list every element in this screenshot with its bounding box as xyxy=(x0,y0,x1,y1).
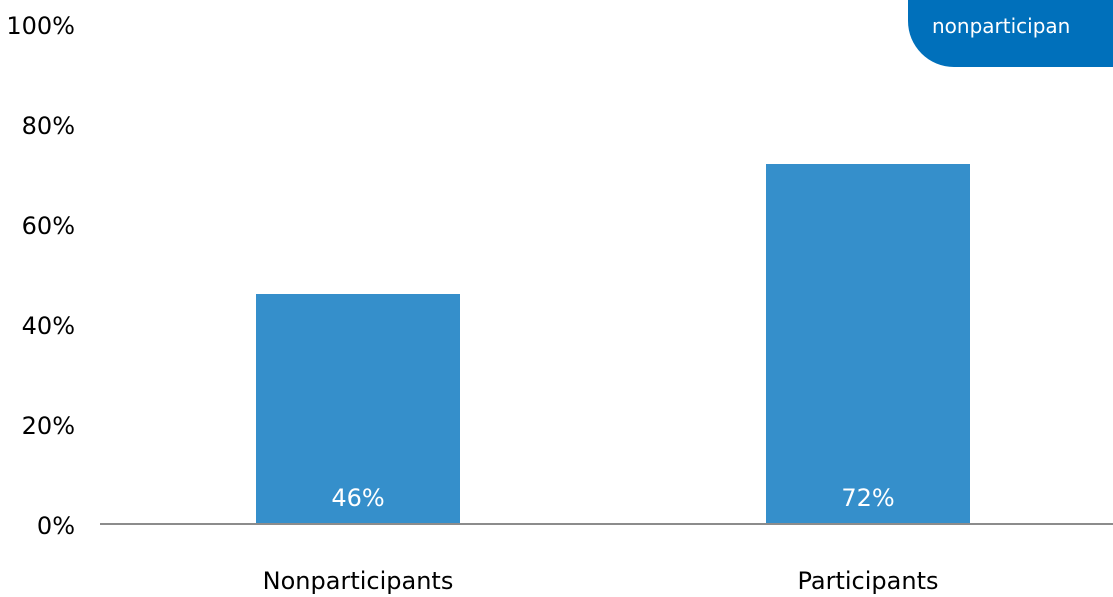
x-axis-category-labels: Nonparticipants Participants xyxy=(263,567,939,595)
callout-badge: nonparticipan xyxy=(908,0,1113,67)
bar xyxy=(766,164,970,524)
y-tick-label: 100% xyxy=(6,12,75,40)
y-tick-label: 40% xyxy=(22,312,75,340)
y-tick-label: 80% xyxy=(22,112,75,140)
bar-value-labels: 46% 72% xyxy=(331,484,894,512)
y-tick-label: 60% xyxy=(22,212,75,240)
x-tick-label: Nonparticipants xyxy=(263,567,454,595)
bar-value-label: 46% xyxy=(331,484,384,512)
bar-value-label: 72% xyxy=(841,484,894,512)
y-tick-label: 0% xyxy=(37,512,75,540)
x-tick-label: Participants xyxy=(798,567,939,595)
callout-text: nonparticipan xyxy=(932,14,1071,38)
bar xyxy=(256,294,460,524)
y-tick-label: 20% xyxy=(22,412,75,440)
y-axis-tick-labels: 0% 20% 40% 60% 80% 100% xyxy=(6,12,75,540)
bars-group xyxy=(256,164,970,524)
